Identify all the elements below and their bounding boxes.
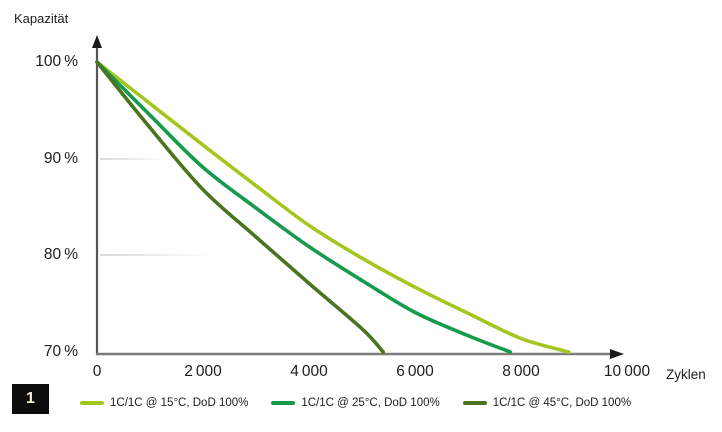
legend-swatch-icon bbox=[271, 400, 296, 406]
legend-label: 1C/1C @ 15°C, DoD 100% bbox=[110, 397, 249, 409]
figure-number-badge: 1 bbox=[12, 384, 49, 414]
legend-label: 1C/1C @ 25°C, DoD 100% bbox=[301, 397, 440, 409]
legend-item-1: 1C/1C @ 25°C, DoD 100% bbox=[271, 397, 440, 409]
figure-number: 1 bbox=[26, 390, 35, 407]
x-axis-title: Zyklen bbox=[666, 367, 706, 382]
x-tick-label-10000: 10 000 bbox=[603, 363, 651, 380]
gridline-stub-80 bbox=[100, 254, 212, 257]
legend-swatch-icon bbox=[80, 400, 104, 406]
y-tick-label-90: 90 % bbox=[43, 149, 78, 167]
legend-label: 1C/1C @ 45°C, DoD 100% bbox=[492, 397, 632, 409]
y-axis-title: Kapazität bbox=[14, 11, 69, 26]
legend: 1C/1C @ 15°C, DoD 100% 1C/1C @ 25°C, DoD … bbox=[80, 397, 631, 409]
y-tick-label-70: 70 % bbox=[43, 343, 78, 360]
series-curve-1 bbox=[95, 60, 513, 354]
series-curve-0 bbox=[95, 60, 571, 354]
x-tick-label-2000: 2 000 bbox=[184, 363, 222, 380]
legend-swatch-icon bbox=[462, 400, 487, 406]
x-axis-arrow-icon bbox=[610, 349, 624, 359]
x-tick-label-4000: 4 000 bbox=[290, 363, 328, 380]
x-tick-label-0: 0 bbox=[92, 363, 102, 380]
y-tick-label-100: 100 % bbox=[35, 53, 78, 70]
legend-item-0: 1C/1C @ 15°C, DoD 100% bbox=[80, 397, 248, 409]
gridline-stub-90 bbox=[100, 157, 168, 160]
x-tick-label-6000: 6 000 bbox=[396, 363, 434, 380]
y-axis-arrow-icon bbox=[92, 35, 102, 48]
x-tick-label-8000: 8 000 bbox=[502, 363, 540, 380]
series-curve-2 bbox=[95, 60, 385, 354]
y-tick-label-80: 80 % bbox=[43, 246, 78, 264]
legend-item-2: 1C/1C @ 45°C, DoD 100% bbox=[462, 397, 632, 409]
